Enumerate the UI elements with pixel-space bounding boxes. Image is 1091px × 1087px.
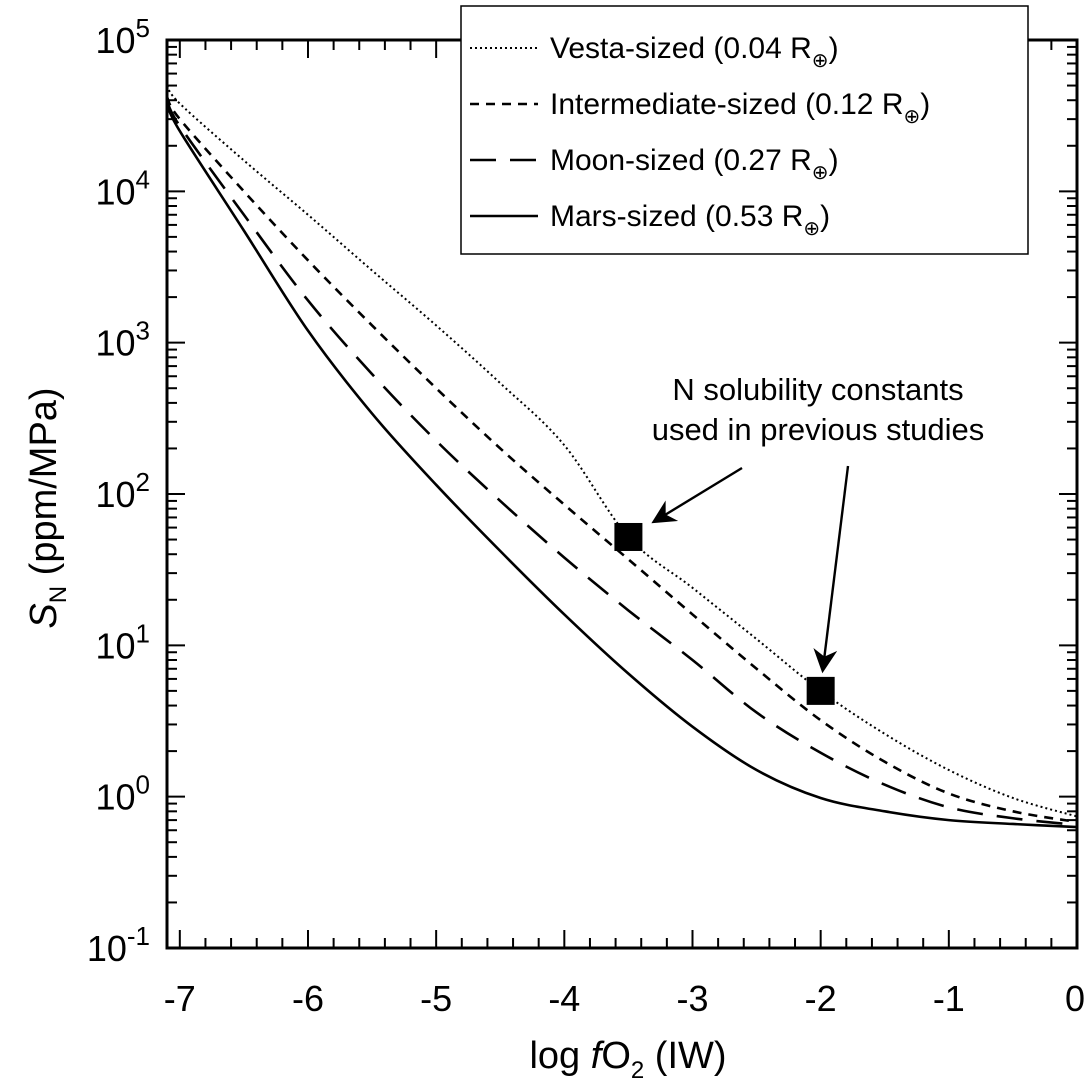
y-tick-label: 101	[95, 618, 150, 666]
legend-label-1: Intermediate-sized (0.12 R⊕)	[550, 88, 930, 128]
x-axis-title-sub: 2	[631, 1057, 644, 1084]
y-tick-label-base: 10	[95, 474, 135, 515]
y-tick-label-exp: 5	[136, 13, 150, 43]
legend-label-text: Intermediate-sized (0.12 R	[550, 88, 904, 121]
y-tick-label-base: 10	[95, 323, 135, 364]
x-tick-label: -4	[548, 978, 580, 1019]
y-tick-label-exp: 3	[136, 316, 150, 346]
legend-label-2: Moon-sized (0.27 R⊕)	[550, 144, 839, 184]
y-axis-title-sub: N	[45, 586, 72, 603]
data-marker-square	[614, 522, 643, 551]
series-line-0	[166, 84, 1078, 818]
annotation-arrow	[813, 465, 850, 674]
legend-label-sub: ⊕	[812, 162, 829, 184]
y-tick-label-exp: 4	[136, 164, 150, 194]
x-axis-title-main: O	[601, 1035, 631, 1077]
y-axis-title: SN (ppm/MPa)	[23, 387, 72, 628]
annotation-arrow	[651, 466, 743, 524]
y-tick-label: 102	[95, 467, 150, 515]
y-tick-label-base: 10	[87, 928, 127, 969]
annotation-text-line: used in previous studies	[652, 412, 985, 447]
legend-label-suffix: )	[920, 88, 930, 121]
x-tick-label: -6	[292, 978, 324, 1019]
legend-label-text: Mars-sized (0.53 R	[550, 200, 803, 233]
y-tick-label: 103	[95, 316, 150, 364]
legend-label-suffix: )	[820, 200, 830, 233]
series-line-2	[165, 99, 1078, 827]
y-tick-label-base: 10	[95, 171, 135, 212]
x-tick-label: -3	[676, 978, 708, 1019]
y-tick-label-base: 10	[95, 20, 135, 61]
axis-ticks	[166, 39, 1078, 949]
y-tick-label-base: 10	[95, 777, 135, 818]
legend-label-suffix: )	[829, 144, 839, 177]
x-tick-label: -5	[420, 978, 452, 1019]
legend-label-sub: ⊕	[812, 50, 829, 72]
legend-label-sub: ⊕	[803, 218, 820, 240]
x-axis-title-italic: f	[591, 1035, 605, 1077]
legend-label-text: Moon-sized (0.27 R	[550, 144, 812, 177]
markers-layer	[614, 522, 835, 705]
legend-label-0: Vesta-sized (0.04 R⊕)	[550, 32, 839, 72]
y-axis-title-italic: S	[23, 603, 65, 628]
legend-box	[460, 5, 1029, 255]
legend-label-sub: ⊕	[904, 106, 921, 128]
x-axis-title: log fO2 (IW)	[529, 1035, 726, 1084]
x-tick-label: -2	[805, 978, 837, 1019]
y-tick-label-exp: -1	[127, 921, 150, 951]
y-tick-label: 104	[95, 164, 150, 212]
y-tick-label: 105	[95, 13, 150, 61]
annotation-text-line: N solubility constants	[672, 372, 963, 407]
x-tick-label: -1	[933, 978, 965, 1019]
y-tick-label: 100	[95, 770, 150, 818]
y-tick-label-exp: 2	[136, 467, 150, 497]
data-marker-square	[806, 676, 835, 705]
y-axis-title-suffix: (ppm/MPa)	[23, 387, 65, 585]
legend-label-3: Mars-sized (0.53 R⊕)	[550, 200, 830, 240]
x-axis-title-suffix: (IW)	[644, 1035, 726, 1077]
x-axis-title-prefix: log	[529, 1035, 590, 1077]
annotation-layer: N solubility constants used in previous s…	[651, 372, 985, 674]
y-tick-label-exp: 1	[136, 618, 150, 648]
legend: Vesta-sized (0.04 R⊕)Intermediate-sized …	[460, 5, 1029, 255]
x-tick-label: 0	[1065, 978, 1085, 1019]
x-tick-label: -7	[164, 978, 196, 1019]
series-line-3	[165, 103, 1078, 829]
legend-label-suffix: )	[829, 32, 839, 65]
y-tick-label-exp: 0	[136, 770, 150, 800]
series-line-1	[165, 96, 1078, 824]
series-layer	[165, 84, 1078, 829]
legend-label-text: Vesta-sized (0.04 R	[550, 32, 812, 65]
y-tick-label: 10-1	[87, 921, 150, 969]
y-tick-label-base: 10	[95, 625, 135, 666]
